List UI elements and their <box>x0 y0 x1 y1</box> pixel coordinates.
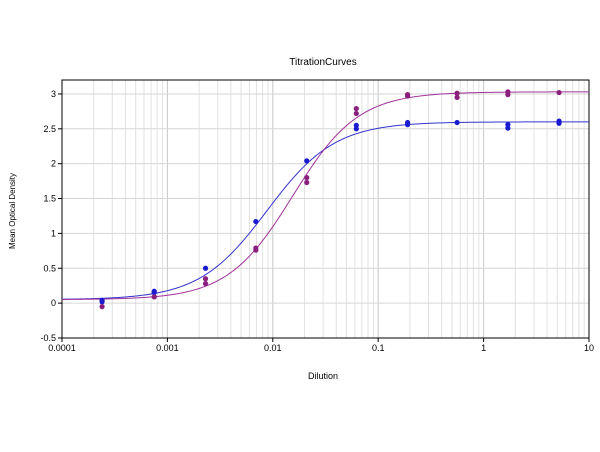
data-point-series-2 <box>304 179 310 186</box>
x-axis-label: Dilution <box>308 371 338 381</box>
data-point-series-1 <box>304 158 310 164</box>
data-point-series-2 <box>99 304 105 310</box>
data-point-series-2 <box>556 89 562 96</box>
data-point-series-1 <box>99 299 105 305</box>
y-tick-label: 2 <box>51 159 56 169</box>
x-tick-label: 1 <box>481 343 486 353</box>
plot-frame <box>61 79 590 339</box>
x-tick-label: 0.0001 <box>48 343 76 353</box>
data-point-series-2 <box>304 175 310 181</box>
y-tick-label: 1 <box>51 228 56 238</box>
axis-ticks: 0.0001 0.001 0.01 0.1 1 10 -0.5 0 0.5 1 1.5 2 2.5 3 <box>40 89 594 353</box>
y-axis-label: Mean Optical Density <box>8 173 17 249</box>
y-tick-label: 1.5 <box>43 194 56 204</box>
y-tick-label: -0.5 <box>40 333 56 343</box>
data-point-series-2 <box>454 90 460 96</box>
chart-title: TitrationCurves <box>289 57 356 68</box>
y-tick-label: 3 <box>51 89 56 99</box>
data-point-series-2 <box>505 92 511 98</box>
data-point-series-1 <box>505 125 511 131</box>
x-tick-label: 0.01 <box>264 343 282 353</box>
fit-curve-series-1 <box>61 121 589 300</box>
data-point-series-1 <box>151 290 157 296</box>
y-tick-label: 2.5 <box>43 124 56 134</box>
data-point-series-1 <box>556 120 562 126</box>
data-point-series-2 <box>253 247 259 253</box>
data-point-series-1 <box>202 265 209 271</box>
data-point-series-2 <box>454 94 460 101</box>
data-points <box>99 89 562 310</box>
data-point-series-1 <box>404 122 411 128</box>
grid-lines <box>61 80 589 339</box>
data-point-series-1 <box>454 119 460 126</box>
fit-curves <box>61 91 589 300</box>
x-tick-label: 10 <box>584 343 594 353</box>
y-tick-label: 0.5 <box>43 263 56 273</box>
data-point-series-1 <box>253 218 259 225</box>
x-tick-label: 0.1 <box>372 343 385 353</box>
data-point-series-2 <box>353 110 359 117</box>
data-point-series-2 <box>202 276 209 282</box>
y-tick-label: 0 <box>51 298 56 308</box>
data-point-series-2 <box>404 93 411 99</box>
x-tick-label: 0.001 <box>156 343 179 353</box>
data-point-series-1 <box>353 126 359 132</box>
data-point-series-2 <box>151 294 157 300</box>
fit-curve-series-2 <box>61 91 589 300</box>
data-point-series-2 <box>353 105 359 112</box>
data-point-series-2 <box>202 281 209 287</box>
